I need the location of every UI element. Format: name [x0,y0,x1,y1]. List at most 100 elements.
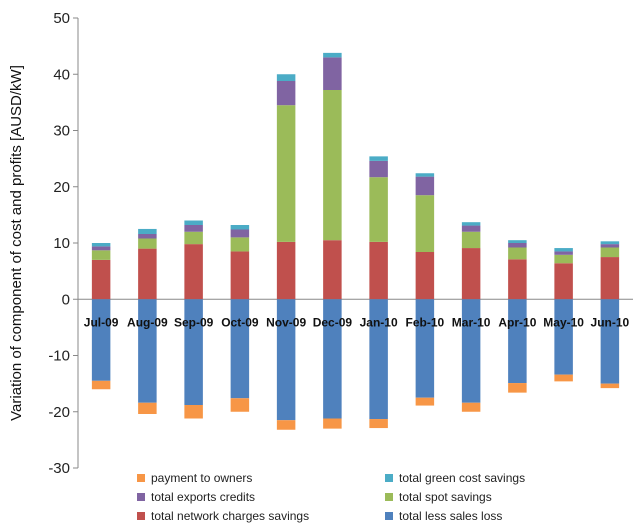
bar-payment-to-owners-jun-10 [600,383,620,389]
legend-label-total-exports-credits: total exports credits [151,490,255,504]
bar-total-exports-credits-may-10 [554,251,573,255]
legend-label-total-network-charges-savings: total network charges savings [151,509,309,523]
bar-payment-to-owners-nov-09 [276,420,296,430]
bar-payment-to-owners-mar-10 [461,402,481,412]
bar-payment-to-owners-may-10 [554,374,573,382]
x-tick-label: Aug-09 [127,315,168,329]
bar-total-green-cost-savings-sep-09 [184,220,203,225]
bar-total-green-cost-savings-jun-10 [600,241,620,245]
bar-total-spot-savings-jul-09 [91,250,111,260]
y-tick-label: -20 [48,404,70,421]
y-tick-label: 0 [62,291,70,308]
bar-total-green-cost-savings-nov-09 [276,74,296,81]
bar-total-less-sales-loss-may-10 [554,299,573,375]
bar-total-spot-savings-oct-09 [230,237,250,252]
y-tick-label: 10 [53,235,70,252]
bar-total-green-cost-savings-oct-09 [230,225,250,230]
bar-payment-to-owners-aug-09 [138,402,157,414]
bar-total-green-cost-savings-may-10 [554,248,573,252]
x-tick-label: May-10 [543,315,584,329]
x-tick-label: Oct-09 [221,315,259,329]
bar-total-less-sales-loss-feb-10 [415,299,435,398]
legend-label-total-green-cost-savings: total green cost savings [399,471,525,485]
bar-payment-to-owners-sep-09 [184,405,203,419]
bar-payment-to-owners-apr-10 [508,383,527,393]
bar-total-spot-savings-feb-10 [415,195,435,252]
bar-total-green-cost-savings-jul-09 [91,243,111,247]
bar-total-less-sales-loss-jun-10 [600,299,620,384]
bar-total-exports-credits-sep-09 [184,225,203,232]
bar-total-network-charges-savings-may-10 [554,263,573,300]
bar-total-exports-credits-jul-09 [91,246,111,251]
bar-total-spot-savings-jan-10 [369,177,388,242]
bar-stacks [91,52,620,430]
bar-total-spot-savings-jun-10 [600,247,620,258]
bar-total-exports-credits-mar-10 [461,225,481,232]
bar-total-green-cost-savings-dec-09 [323,52,342,58]
bar-total-less-sales-loss-jul-09 [91,299,111,381]
bar-total-less-sales-loss-sep-09 [184,299,203,405]
bar-payment-to-owners-dec-09 [323,418,342,429]
bar-total-less-sales-loss-mar-10 [461,299,481,403]
y-tick-label: 30 [53,123,70,140]
bar-total-green-cost-savings-feb-10 [415,173,435,177]
x-tick-label: Jul-09 [84,315,119,329]
bar-total-spot-savings-dec-09 [323,90,342,241]
legend-swatch-total-spot-savings [385,493,393,501]
x-tick-label: Nov-09 [266,315,306,329]
bar-total-network-charges-savings-feb-10 [415,252,435,300]
bar-total-spot-savings-may-10 [554,254,573,264]
legend-label-total-spot-savings: total spot savings [399,490,492,504]
bar-total-spot-savings-sep-09 [184,231,203,245]
bar-total-network-charges-savings-oct-09 [230,251,250,300]
bar-total-network-charges-savings-dec-09 [323,240,342,300]
bar-total-green-cost-savings-jan-10 [369,156,388,161]
bar-total-network-charges-savings-apr-10 [508,259,527,300]
bar-total-network-charges-savings-mar-10 [461,248,481,300]
bar-total-exports-credits-jan-10 [369,160,388,178]
y-tick-label: 50 [53,10,70,27]
bar-total-network-charges-savings-aug-09 [138,248,157,300]
y-axis: -30 -20 -10 0 10 20 30 40 50 [48,10,633,477]
bar-total-network-charges-savings-jun-10 [600,257,620,300]
bar-payment-to-owners-oct-09 [230,398,250,412]
x-axis-labels: Jul-09 Aug-09 Sep-09 Oct-09 Nov-09 Dec-09 Jan-… [84,315,630,329]
bar-total-exports-credits-dec-09 [323,57,342,90]
x-tick-label: Sep-09 [174,315,214,329]
x-tick-label: Dec-09 [313,315,353,329]
x-tick-label: Jan-10 [360,315,398,329]
y-tick-label: 40 [53,66,70,83]
bar-total-green-cost-savings-aug-09 [138,228,157,234]
bar-total-exports-credits-feb-10 [415,176,435,196]
bar-total-less-sales-loss-nov-09 [276,299,296,421]
bar-total-less-sales-loss-apr-10 [508,299,527,384]
bar-total-exports-credits-oct-09 [230,229,250,238]
bar-total-spot-savings-apr-10 [508,247,527,260]
x-tick-label: Apr-10 [498,315,536,329]
bar-total-exports-credits-apr-10 [508,243,527,248]
legend-swatch-total-green-cost-savings [385,474,393,482]
x-tick-label: Feb-10 [406,315,445,329]
legend-swatch-payment-to-owners [137,474,145,482]
legend-swatch-total-less-sales-loss [385,512,393,520]
bar-payment-to-owners-jan-10 [369,419,388,429]
bar-total-less-sales-loss-jan-10 [369,299,388,420]
y-tick-label: -30 [48,460,70,477]
bar-total-exports-credits-nov-09 [276,81,296,106]
bar-total-green-cost-savings-apr-10 [508,240,527,243]
x-tick-label: Mar-10 [452,315,491,329]
legend-label-total-less-sales-loss: total less sales loss [399,509,502,523]
bar-total-network-charges-savings-nov-09 [276,241,296,300]
bar-total-network-charges-savings-jul-09 [91,259,111,300]
bar-total-network-charges-savings-sep-09 [184,244,203,300]
bar-total-spot-savings-mar-10 [461,231,481,249]
x-tick-label: Jun-10 [591,315,630,329]
y-axis-title: Variation of component of cost and profi… [8,65,25,421]
bar-total-less-sales-loss-aug-09 [138,299,157,403]
bar-payment-to-owners-feb-10 [415,397,435,406]
bar-payment-to-owners-jul-09 [91,380,111,390]
bar-total-less-sales-loss-dec-09 [323,299,342,419]
bar-total-exports-credits-aug-09 [138,234,157,239]
bar-total-green-cost-savings-mar-10 [461,222,481,226]
